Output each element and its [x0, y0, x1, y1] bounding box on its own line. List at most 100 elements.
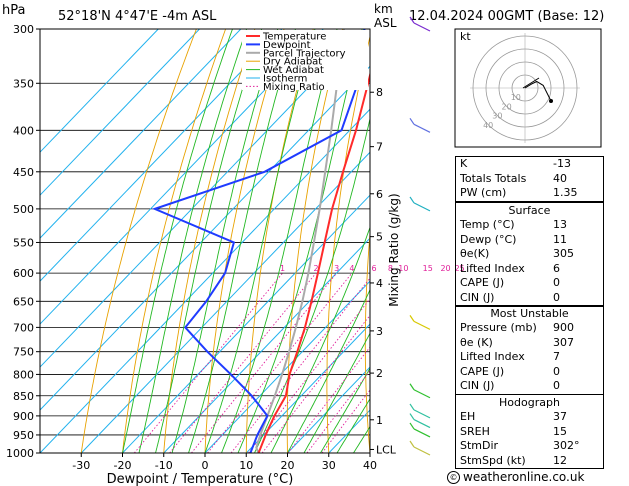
- wind-barb-925: [413, 419, 431, 429]
- mixing-ratio-label-3: 3: [334, 264, 339, 273]
- hodograph-stat-row-2: StmDir 302°: [456, 439, 603, 454]
- pressure-label-400: 400: [13, 124, 34, 137]
- isotherm-0: [204, 280, 370, 453]
- temp-label--30: -30: [72, 459, 90, 472]
- asl-label: ASL: [374, 16, 397, 30]
- most-unstable-box: Most Unstable Pressure (mb) 900 θe (K) 307 L…: [455, 305, 604, 395]
- temp-label-40: 40: [363, 459, 377, 472]
- wet-adiabat-4: [221, 29, 338, 453]
- profile-lines: [151, 29, 370, 453]
- pressure-ticks: 300 350 400 450 500 550 600 650 700 750 800 850 900 9…: [6, 23, 40, 460]
- most-unstable-key: CIN (J): [460, 379, 495, 393]
- isotherm--100: [40, 29, 200, 196]
- dry-adiabat-40: [364, 228, 370, 453]
- surface-title: Surface: [508, 204, 551, 217]
- most-unstable-value: 900: [553, 321, 574, 334]
- x-axis-label: Dewpoint / Temperature (°C): [107, 472, 294, 486]
- surface-key: Dewp (°C): [460, 232, 517, 246]
- datetime-title: 12.04.2024 00GMT (Base: 12): [409, 9, 604, 24]
- surface-value: 11: [553, 232, 567, 246]
- surface-value: 305: [553, 247, 574, 261]
- km-label: km: [374, 2, 393, 16]
- temp-label-10: 10: [239, 459, 253, 472]
- legend-label-0: Temperature: [262, 32, 326, 43]
- most-unstable-title: Most Unstable: [490, 307, 569, 320]
- wind-barb-1000: [413, 446, 431, 456]
- mixing-ratio-line-3: [191, 272, 338, 453]
- hodograph-ring-label-1: 10: [511, 93, 521, 102]
- pressure-label-650: 650: [13, 295, 34, 308]
- wet-adiabat-20: [287, 288, 370, 453]
- wet-adiabat--4: [188, 29, 296, 453]
- pressure-label-600: 600: [13, 267, 34, 280]
- isotherm--50: [40, 65, 370, 411]
- wind-barb-flag-500: [409, 196, 415, 204]
- surface-row-2: θe(K) 305: [456, 247, 603, 262]
- location-title: 52°18'N 4°47'E -4m ASL: [58, 9, 217, 24]
- mixing-ratio-label-2: 2: [313, 264, 318, 273]
- wet-adiabat--20: [122, 29, 233, 453]
- mixing-ratio-lines: [133, 272, 370, 453]
- index-key: Totals Totals: [460, 171, 527, 185]
- height-label-6: 6: [376, 188, 383, 201]
- height-label-1: 1: [376, 414, 383, 427]
- wind-barb-flag-925: [409, 413, 415, 420]
- wet-adiabat-16: [270, 226, 370, 453]
- footer-credit[interactable]: © weatheronline.co.uk: [447, 470, 584, 484]
- dry-adiabat-110: [604, 29, 629, 453]
- wet-adiabat--12: [155, 29, 263, 453]
- isotherm--110: [40, 29, 159, 153]
- surface-row-1: Dewp (°C) 11: [456, 233, 603, 248]
- mixing-ratio-label-20: 20: [440, 264, 450, 273]
- isotherm--70: [40, 29, 324, 325]
- temp-label-30: 30: [322, 459, 336, 472]
- temp-label--20: -20: [114, 459, 132, 472]
- hodograph-stat-key: EH: [460, 410, 476, 423]
- most-unstable-key: θe (K): [460, 335, 493, 349]
- wet-adiabat-24: [303, 332, 370, 453]
- wind-barb-500: [413, 202, 431, 212]
- temperature-line: [257, 70, 370, 453]
- dry-adiabat-10: [245, 29, 314, 453]
- height-label-2: 2: [376, 367, 383, 380]
- index-row-0: K -13: [456, 157, 603, 172]
- height-label-7: 7: [376, 141, 383, 154]
- dewpoint-line: [151, 29, 366, 453]
- index-value: -13: [553, 157, 571, 170]
- hodograph-ring-label-2: 20: [502, 102, 512, 111]
- pressure-label-700: 700: [13, 321, 34, 334]
- hodograph-point: [549, 99, 553, 103]
- pressure-label-350: 350: [13, 77, 34, 90]
- wind-barb-flag-1000: [409, 440, 415, 448]
- temp-label-20: 20: [281, 459, 295, 472]
- mixing-ratio-label-6: 6: [372, 264, 377, 273]
- wind-barb-950: [413, 428, 431, 438]
- wet-adiabat-32: [336, 397, 370, 453]
- wet-adiabat-8: [237, 29, 363, 453]
- mixing-ratio-line-15: [287, 346, 370, 453]
- hodograph-stat-key: StmDir: [460, 439, 499, 453]
- pressure-label-500: 500: [13, 203, 34, 216]
- surface-value: 0: [553, 290, 560, 304]
- index-value: 1.35: [553, 186, 578, 200]
- height-label-4: 4: [376, 277, 383, 290]
- pressure-label-300: 300: [13, 23, 34, 36]
- wind-barb-900: [413, 409, 431, 419]
- hodograph-stat-value: 302°: [553, 439, 580, 453]
- most-unstable-row-0: Pressure (mb) 900: [456, 321, 603, 336]
- most-unstable-row-4: CIN (J) 0: [456, 379, 603, 394]
- surface-key: CIN (J): [460, 290, 495, 304]
- surface-row-5: CIN (J) 0: [456, 291, 603, 306]
- index-key: PW (cm): [460, 186, 507, 200]
- pressure-label-950: 950: [13, 429, 34, 442]
- site-link[interactable]: weatheronline.co.uk: [463, 470, 585, 484]
- height-ticks: 8 7 6 5 4 3 2 1 LCL: [370, 86, 397, 456]
- hodograph-stats-box: Hodograph EH 37 SREH 15 StmDir 302° StmSpd (kt…: [455, 394, 604, 470]
- index-value: 40: [553, 171, 567, 185]
- isotherm--90: [40, 29, 242, 239]
- surface-key: Lifted Index: [460, 261, 525, 275]
- hodograph-stat-value: 15: [553, 424, 567, 438]
- isotherm-10: [245, 323, 370, 453]
- hodograph-stat-value: 12: [553, 453, 567, 467]
